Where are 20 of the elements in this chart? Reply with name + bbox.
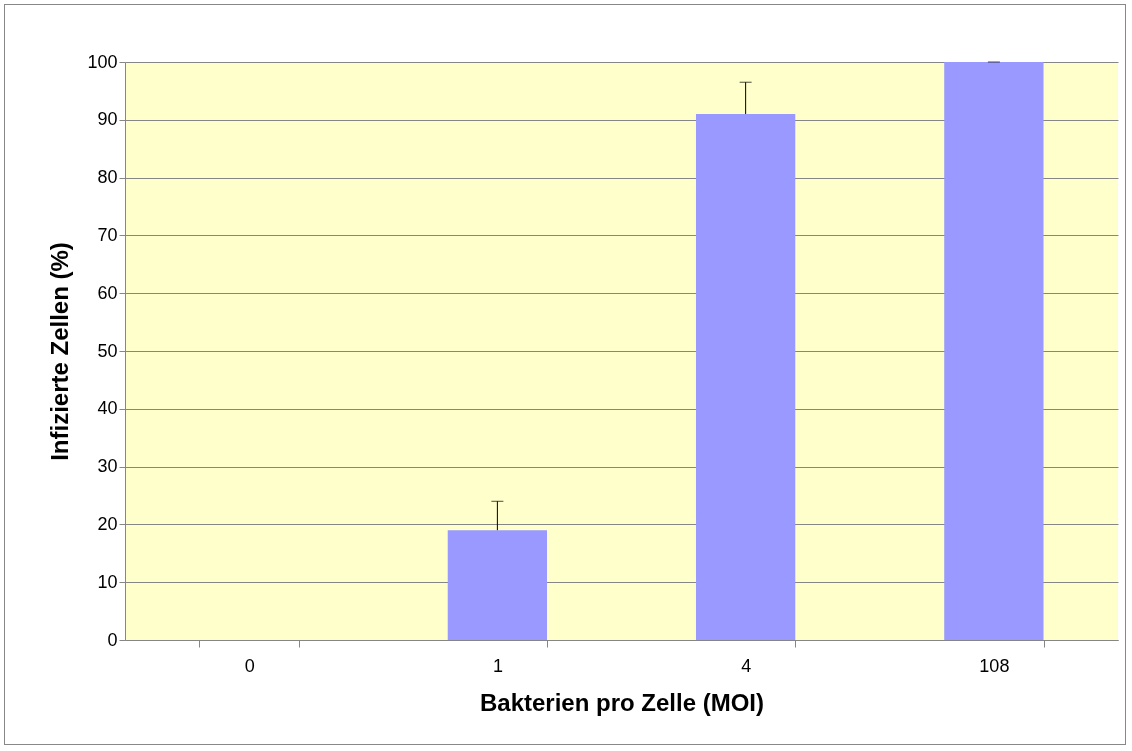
y-tick-label: 90: [97, 109, 118, 130]
bar: [447, 530, 548, 640]
bar: [695, 114, 796, 640]
x-tick-label: 1: [492, 655, 503, 676]
y-tick-label: 40: [97, 398, 118, 419]
x-tick-label: 108: [979, 655, 1010, 676]
y-axis-title: Infizierte Zellen (%): [46, 242, 74, 461]
x-tick-label: 0: [244, 655, 255, 676]
y-tick-label: 0: [107, 629, 118, 650]
y-tick-label: 60: [97, 282, 118, 303]
bar: [944, 62, 1044, 640]
y-tick-label: 10: [97, 571, 118, 592]
y-tick-label: 30: [97, 456, 118, 477]
y-tick-label: 20: [97, 513, 118, 534]
y-tick-label: 100: [87, 51, 118, 72]
x-axis-title: Bakterien pro Zelle (MOI): [479, 688, 765, 716]
y-tick-label: 80: [97, 167, 118, 188]
y-tick-label: 70: [97, 224, 118, 245]
y-tick-label: 50: [97, 340, 118, 361]
x-tick-label: 4: [741, 655, 752, 676]
